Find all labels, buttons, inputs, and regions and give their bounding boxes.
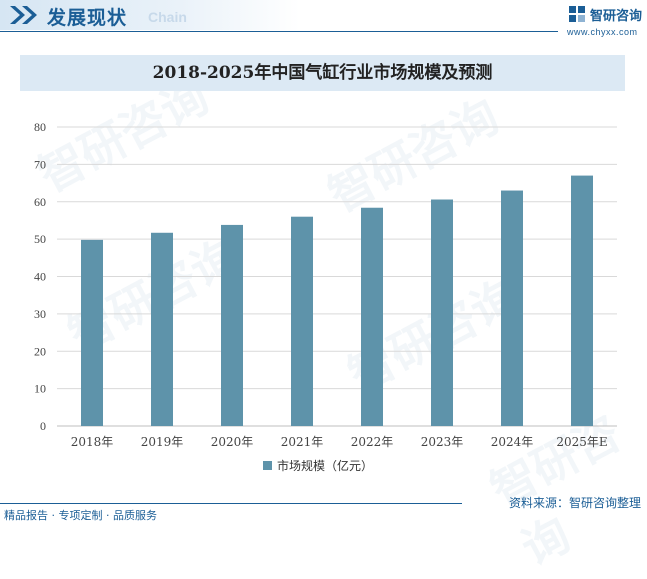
section-subtitle: Chain <box>148 9 187 25</box>
x-tick-label: 2019年 <box>141 435 184 449</box>
y-tick-label: 20 <box>34 344 46 358</box>
x-tick-label: 2024年 <box>491 435 534 449</box>
source-note: 资料来源：智研咨询整理 <box>508 496 641 510</box>
chart-title: 2018-2025年中国气缸行业市场规模及预测 <box>20 55 625 91</box>
y-tick-label: 60 <box>34 195 46 209</box>
legend-swatch <box>263 461 272 470</box>
page-header: 发展现状 Chain 智研咨询 www.chyxx.com <box>0 0 647 37</box>
bar <box>361 207 383 426</box>
bar <box>221 224 243 426</box>
bar <box>431 199 453 426</box>
double-chevron-icon <box>10 6 37 24</box>
header-divider <box>0 31 558 32</box>
x-tick-label: 2022年 <box>351 435 394 449</box>
brand-url: www.chyxx.com <box>567 27 638 37</box>
y-tick-label: 70 <box>34 157 46 171</box>
legend-label: 市场规模（亿元） <box>277 458 373 473</box>
bar-chart: 0 10 20 30 40 50 60 70 80 2018年 2019年 2020年 2021年 202… <box>34 120 617 473</box>
y-tick-label: 0 <box>40 419 46 433</box>
section-title: 发展现状 <box>47 7 128 29</box>
y-tick-label: 40 <box>34 270 46 284</box>
bar <box>291 216 313 426</box>
bar <box>151 232 173 426</box>
brand-name: 智研咨询 <box>590 9 643 24</box>
x-tick-label: 2021年 <box>281 435 324 449</box>
bar <box>81 239 103 426</box>
x-tick-label: 2018年 <box>71 435 114 449</box>
brand-logo-icon <box>569 6 585 22</box>
x-tick-label: 2023年 <box>421 435 464 449</box>
header-band <box>0 0 300 30</box>
footer-tagline: 精品报告 · 专项定制 · 品质服务 <box>4 509 157 522</box>
footer-divider <box>0 503 462 504</box>
y-tick-label: 50 <box>34 232 46 246</box>
bar <box>501 190 523 426</box>
x-tick-label: 2020年 <box>211 435 254 449</box>
x-tick-label: 2025年E <box>556 435 607 449</box>
bar <box>571 175 593 426</box>
y-tick-label: 30 <box>34 307 46 321</box>
y-tick-label: 80 <box>34 120 46 134</box>
y-tick-label: 10 <box>34 382 46 396</box>
